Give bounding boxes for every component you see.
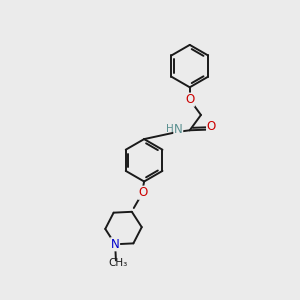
Text: N: N	[174, 124, 183, 136]
Text: O: O	[138, 186, 147, 199]
Text: CH₃: CH₃	[109, 258, 128, 268]
Text: O: O	[207, 120, 216, 133]
Text: N: N	[111, 238, 119, 251]
Text: O: O	[185, 93, 194, 106]
Text: H: H	[166, 124, 174, 134]
